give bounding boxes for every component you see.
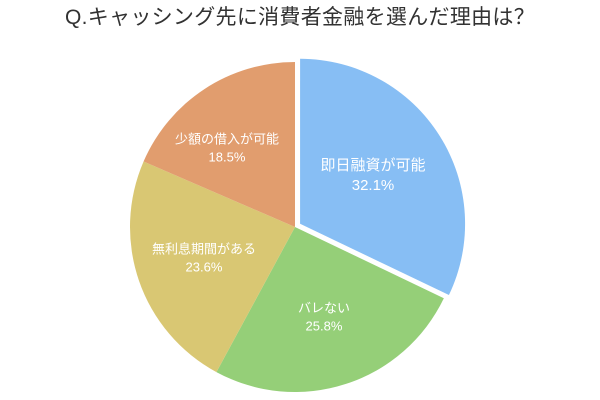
slice-label-0: 即日融資が可能 32.1% xyxy=(320,156,425,197)
pie-slice-2 xyxy=(129,161,295,373)
slice-label-1: バレない 25.8% xyxy=(298,299,350,334)
chart-title: Q.キャッシング先に消費者金融を選んだ理由は？ xyxy=(64,6,536,29)
slice-percent-text: 25.8% xyxy=(305,318,343,333)
slice-label-text: バレない xyxy=(297,300,351,316)
slice-percent-text: 32.1% xyxy=(351,177,395,194)
slice-label-text: 少額の借入が可能 xyxy=(174,131,280,147)
slice-label-3: 少額の借入が可能 18.5% xyxy=(175,130,279,165)
slice-percent-text: 23.6% xyxy=(185,259,223,274)
slice-label-text: 無利息期間がある xyxy=(151,241,257,257)
slice-label-2: 無利息期間がある 23.6% xyxy=(152,240,256,275)
slice-label-text: 即日融資が可能 xyxy=(320,156,426,174)
pie-slice-1 xyxy=(216,227,444,393)
pie-slice-0 xyxy=(300,58,466,295)
slice-percent-text: 18.5% xyxy=(208,149,246,164)
pie-slice-3 xyxy=(143,62,295,227)
